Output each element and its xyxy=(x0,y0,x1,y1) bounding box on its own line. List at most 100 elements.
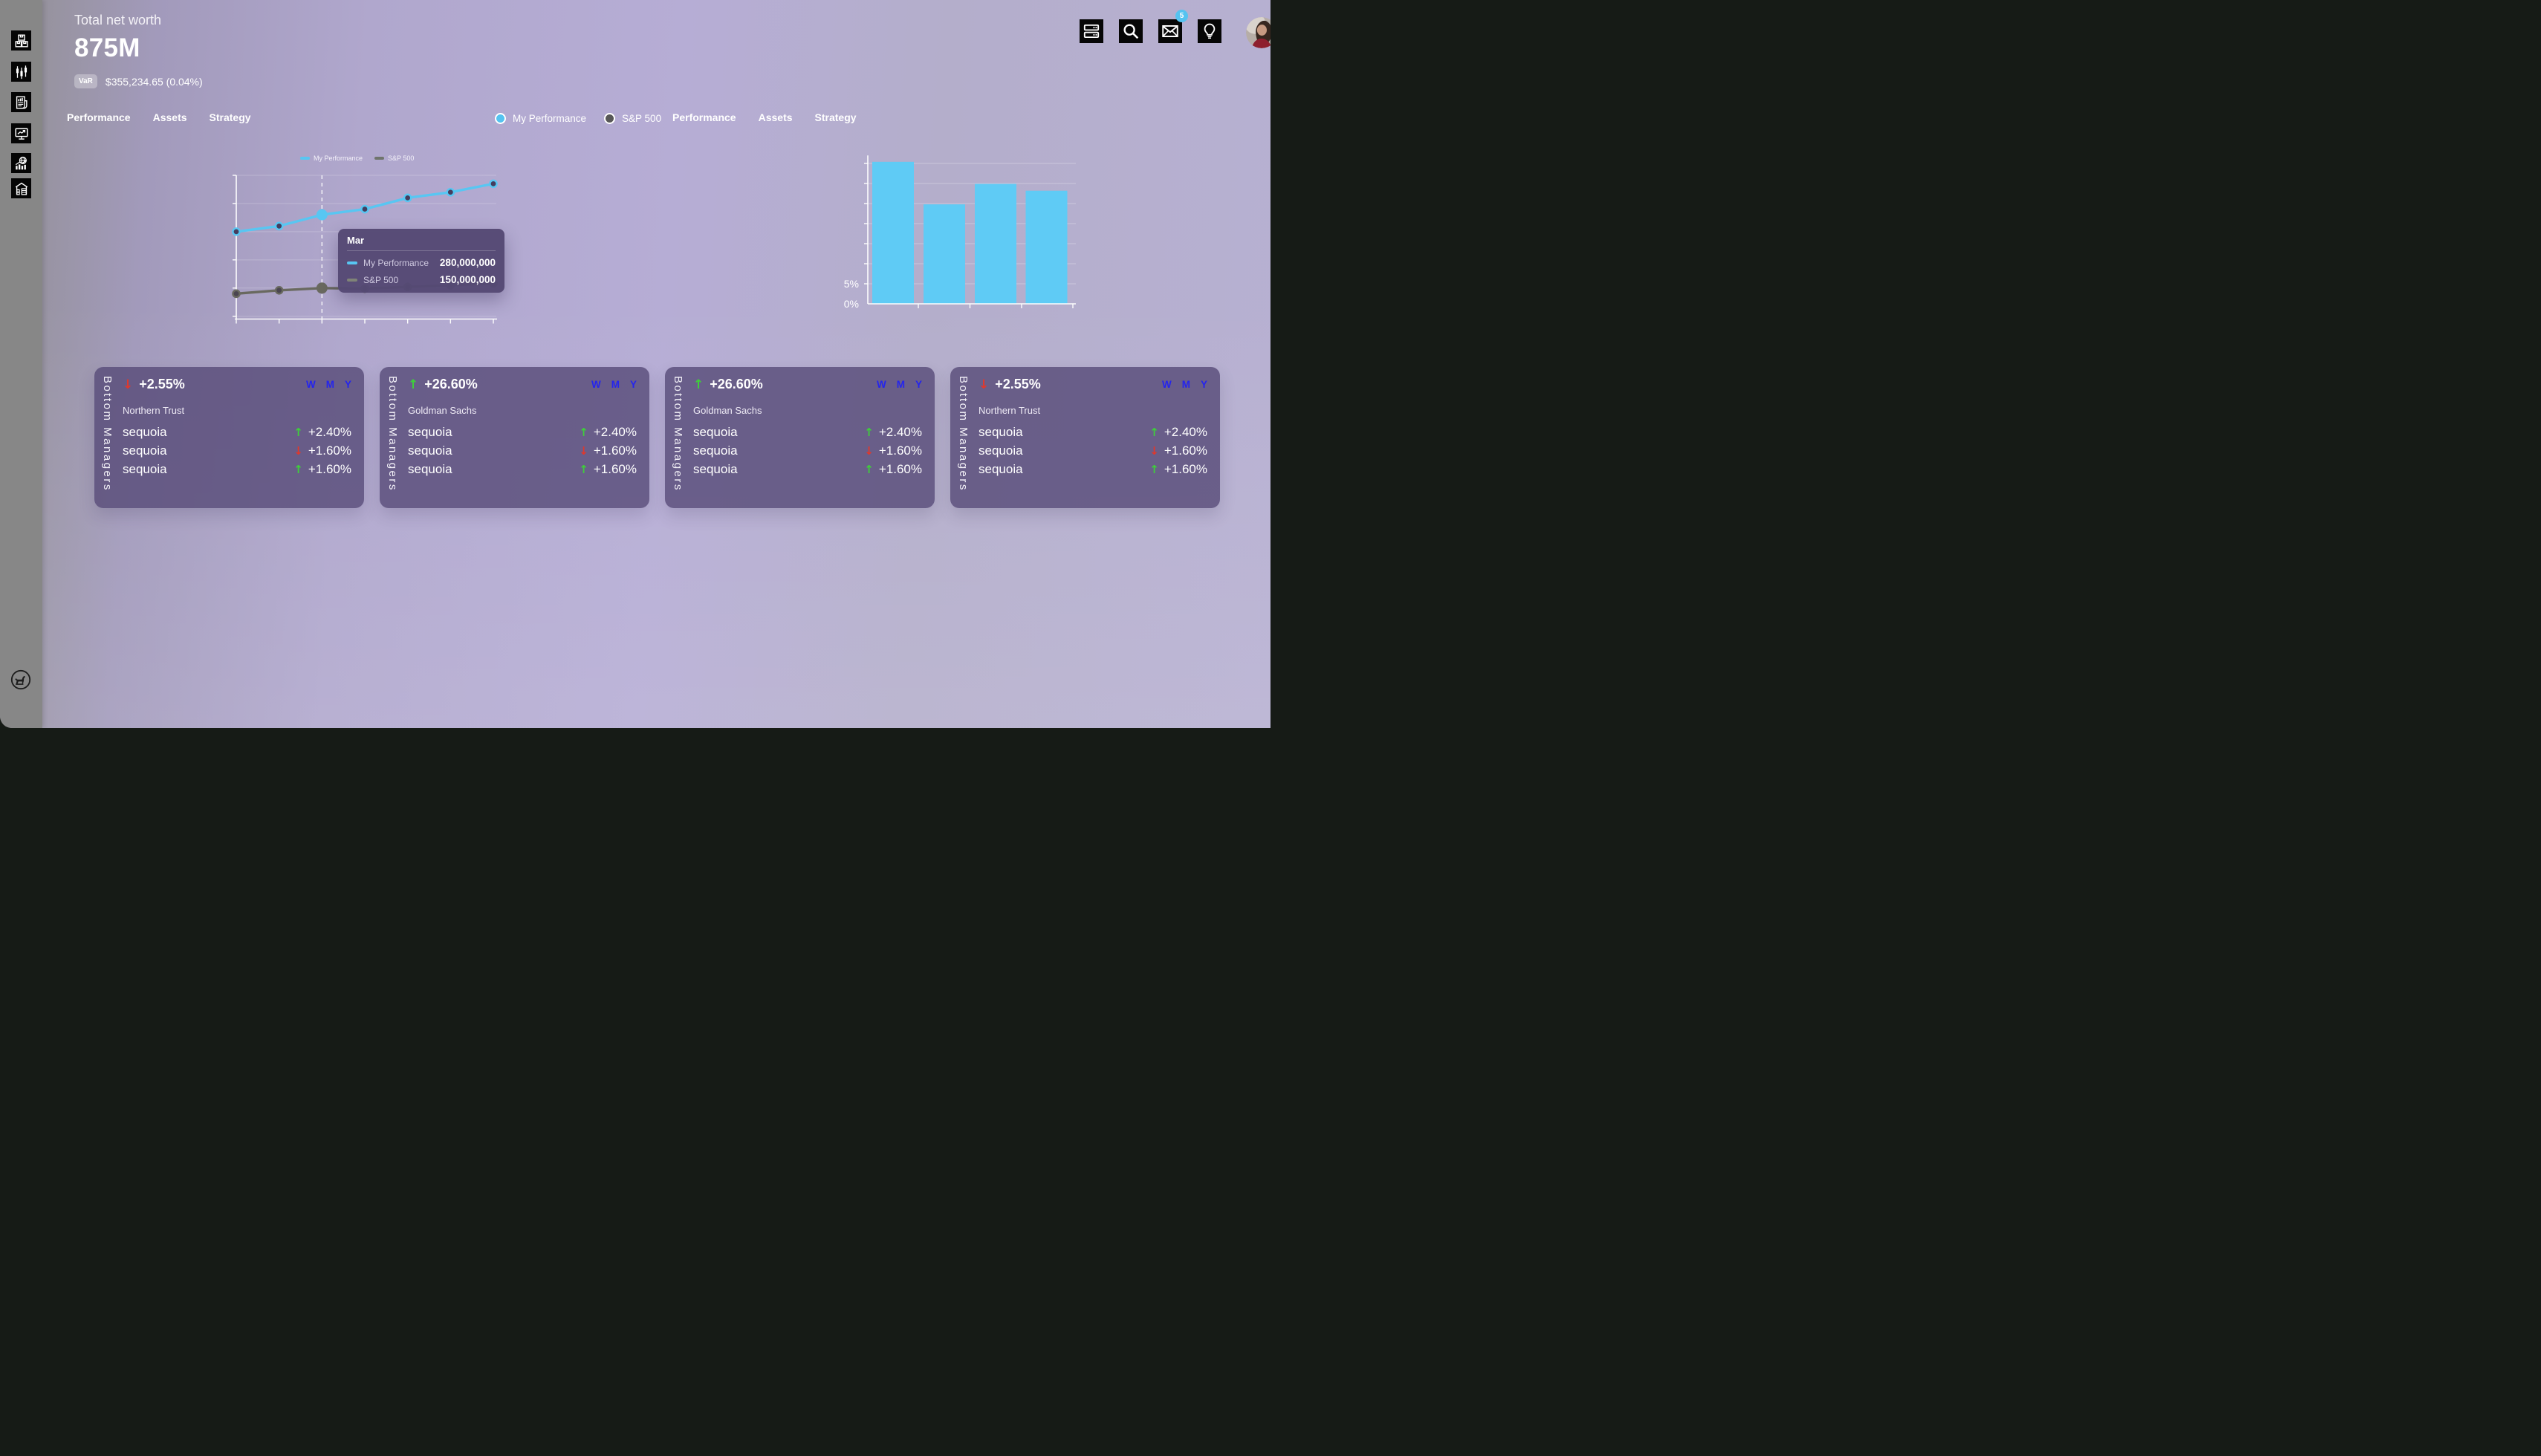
global-stats-icon[interactable] xyxy=(11,153,31,173)
data-point[interactable] xyxy=(446,187,455,197)
range-button-w[interactable]: W xyxy=(305,379,316,390)
manager-card-1: Bottom Managers ↓ +2.55% W M Y Northern Trust s… xyxy=(94,367,364,508)
chart-tooltip: Mar My Performance 280,000,000 S&P 500 150,… xyxy=(338,229,504,293)
range-button-y[interactable]: Y xyxy=(344,379,351,390)
tooltip-row: My Performance 280,000,000 xyxy=(347,257,496,268)
holding-row[interactable]: sequoia ↑ +1.60% xyxy=(979,460,1207,478)
bar[interactable] xyxy=(872,161,914,304)
legend-toggle-label: S&P 500 xyxy=(622,113,662,124)
dog-logo-icon[interactable] xyxy=(10,669,32,691)
holding-row[interactable]: sequoia ↑ +2.40% xyxy=(693,423,922,441)
holding-name: sequoia xyxy=(979,443,1023,458)
data-point[interactable] xyxy=(274,221,284,231)
range-button-m[interactable]: M xyxy=(896,379,905,390)
bar-chart[interactable]: 5% 0% xyxy=(844,155,1076,310)
data-point[interactable] xyxy=(274,285,284,295)
tab-assets[interactable]: Assets xyxy=(758,111,793,123)
holding-change: ↑ +1.60% xyxy=(864,462,922,477)
holding-change-value: +2.40% xyxy=(878,424,922,439)
bar[interactable] xyxy=(1025,190,1068,304)
var-badge: VaR xyxy=(74,74,97,88)
holding-rows: sequoia ↑ +2.40% sequoia ↓ +1.60% sequoia ↑ +1.6… xyxy=(123,423,351,478)
manager-name: Goldman Sachs xyxy=(693,405,762,416)
server-icon[interactable] xyxy=(1080,19,1103,43)
down-arrow-icon: ↓ xyxy=(979,377,990,392)
down-arrow-icon: ↓ xyxy=(864,443,874,458)
range-button-m[interactable]: M xyxy=(611,379,620,390)
warehouse-icon[interactable] xyxy=(11,178,31,198)
range-button-y[interactable]: Y xyxy=(629,379,637,390)
y-axis-label: 0% xyxy=(844,298,859,310)
card-header: ↑ +26.60% W M Y xyxy=(408,377,637,392)
highlighted-data-point[interactable] xyxy=(316,209,328,221)
holding-row[interactable]: sequoia ↓ +1.60% xyxy=(693,441,922,460)
tooltip-row: S&P 500 150,000,000 xyxy=(347,274,496,285)
data-point[interactable] xyxy=(232,227,241,236)
search-icon[interactable] xyxy=(1119,19,1143,43)
holding-row[interactable]: sequoia ↑ +1.60% xyxy=(693,460,922,478)
notification-badge: 5 xyxy=(1175,10,1188,22)
holding-change-value: +1.60% xyxy=(593,443,637,458)
range-button-y[interactable]: Y xyxy=(915,379,922,390)
manager-card-3: Bottom Managers ↑ +26.60% W M Y Goldman Sachs s… xyxy=(665,367,935,508)
range-button-w[interactable]: W xyxy=(1161,379,1172,390)
up-arrow-icon: ↑ xyxy=(293,425,303,439)
card-header: ↑ +26.60% W M Y xyxy=(693,377,922,392)
down-arrow-icon: ↓ xyxy=(293,443,303,458)
legend-dash-icon xyxy=(300,157,310,160)
data-point[interactable] xyxy=(489,179,498,189)
legend-toggle-s-p-500[interactable]: S&P 500 xyxy=(604,113,661,124)
lightbulb-icon[interactable] xyxy=(1198,19,1221,43)
card-body: ↑ +26.60% W M Y Goldman Sachs sequoia ↑ +2.40% se… xyxy=(400,367,649,508)
dashboard-root: Total net worth 875M VaR $355,234.65 (0.… xyxy=(0,0,1270,728)
range-button-y[interactable]: Y xyxy=(1200,379,1207,390)
tab-performance[interactable]: Performance xyxy=(672,111,736,123)
data-point[interactable] xyxy=(360,204,369,214)
data-point[interactable] xyxy=(403,193,412,203)
tab-assets[interactable]: Assets xyxy=(152,111,187,123)
data-point[interactable] xyxy=(232,289,241,299)
bar[interactable] xyxy=(975,183,1016,304)
holding-row[interactable]: sequoia ↑ +1.60% xyxy=(123,460,351,478)
card-change: ↑ +26.60% xyxy=(693,377,763,392)
mail-icon[interactable]: 5 xyxy=(1158,10,1188,43)
tab-strategy[interactable]: Strategy xyxy=(814,111,857,123)
up-arrow-icon: ↑ xyxy=(579,462,588,476)
manager-name: Goldman Sachs xyxy=(408,405,477,416)
card-body: ↓ +2.55% W M Y Northern Trust sequoia ↑ +2.40% se… xyxy=(115,367,364,508)
up-arrow-icon: ↑ xyxy=(1149,462,1159,476)
holding-row[interactable]: sequoia ↑ +1.60% xyxy=(408,460,637,478)
range-button-w[interactable]: W xyxy=(876,379,886,390)
holding-change-value: +2.40% xyxy=(308,424,351,439)
holding-row[interactable]: sequoia ↓ +1.60% xyxy=(123,441,351,460)
holding-row[interactable]: sequoia ↑ +2.40% xyxy=(123,423,351,441)
bar[interactable] xyxy=(924,204,965,304)
holding-row[interactable]: sequoia ↓ +1.60% xyxy=(408,441,637,460)
report-icon[interactable] xyxy=(11,92,31,112)
highlighted-data-point[interactable] xyxy=(316,282,328,294)
total-net-worth-value: 875M xyxy=(74,33,140,62)
tab-strategy[interactable]: Strategy xyxy=(209,111,251,123)
holding-row[interactable]: sequoia ↑ +2.40% xyxy=(408,423,637,441)
holding-change-value: +1.60% xyxy=(1164,443,1207,458)
packages-icon[interactable] xyxy=(11,30,31,51)
holding-name: sequoia xyxy=(123,424,167,439)
candlestick-chart-icon[interactable] xyxy=(11,62,31,82)
up-arrow-icon: ↑ xyxy=(693,377,704,392)
holding-change-value: +1.60% xyxy=(308,443,351,458)
topbar-actions: 5 xyxy=(1080,10,1270,48)
range-button-m[interactable]: M xyxy=(325,379,334,390)
legend-toggle-my-performance[interactable]: My Performance xyxy=(495,113,586,124)
tab-performance[interactable]: Performance xyxy=(67,111,131,123)
range-button-m[interactable]: M xyxy=(1181,379,1190,390)
avatar[interactable] xyxy=(1246,17,1270,48)
holding-row[interactable]: sequoia ↑ +2.40% xyxy=(979,423,1207,441)
range-button-w[interactable]: W xyxy=(591,379,601,390)
var-row: VaR $355,234.65 (0.04%) xyxy=(74,74,203,88)
monitor-chart-icon[interactable] xyxy=(11,123,31,143)
holding-row[interactable]: sequoia ↓ +1.60% xyxy=(979,441,1207,460)
up-arrow-icon: ↑ xyxy=(1149,425,1159,439)
up-arrow-icon: ↑ xyxy=(864,425,874,439)
holding-name: sequoia xyxy=(693,424,738,439)
